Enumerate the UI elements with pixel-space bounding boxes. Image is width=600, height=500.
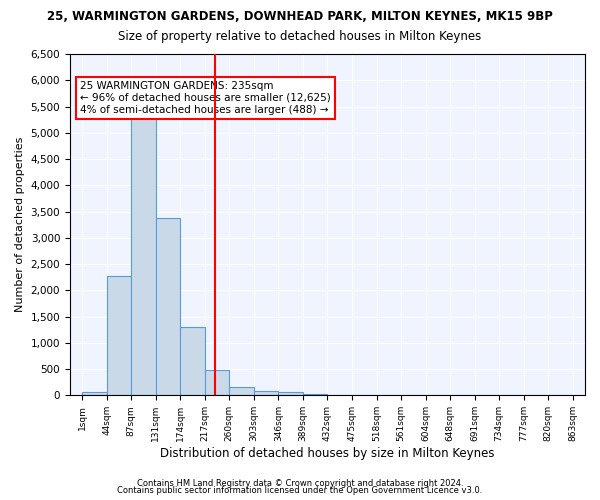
Bar — [254, 391, 278, 396]
Text: Contains public sector information licensed under the Open Government Licence v3: Contains public sector information licen… — [118, 486, 482, 495]
Bar — [278, 392, 303, 396]
Text: 25 WARMINGTON GARDENS: 235sqm
← 96% of detached houses are smaller (12,625)
4% o: 25 WARMINGTON GARDENS: 235sqm ← 96% of d… — [80, 82, 331, 114]
X-axis label: Distribution of detached houses by size in Milton Keynes: Distribution of detached houses by size … — [160, 447, 495, 460]
Bar — [328, 394, 352, 396]
Bar — [107, 276, 131, 396]
Y-axis label: Number of detached properties: Number of detached properties — [15, 137, 25, 312]
Bar — [352, 395, 377, 396]
Bar — [180, 326, 205, 396]
Text: Contains HM Land Registry data © Crown copyright and database right 2024.: Contains HM Land Registry data © Crown c… — [137, 478, 463, 488]
Bar — [156, 218, 180, 396]
Text: Size of property relative to detached houses in Milton Keynes: Size of property relative to detached ho… — [118, 30, 482, 43]
Bar — [205, 370, 229, 396]
Bar — [82, 392, 107, 396]
Bar — [131, 110, 156, 396]
Bar — [229, 387, 254, 396]
Text: 25, WARMINGTON GARDENS, DOWNHEAD PARK, MILTON KEYNES, MK15 9BP: 25, WARMINGTON GARDENS, DOWNHEAD PARK, M… — [47, 10, 553, 23]
Bar — [303, 394, 328, 396]
